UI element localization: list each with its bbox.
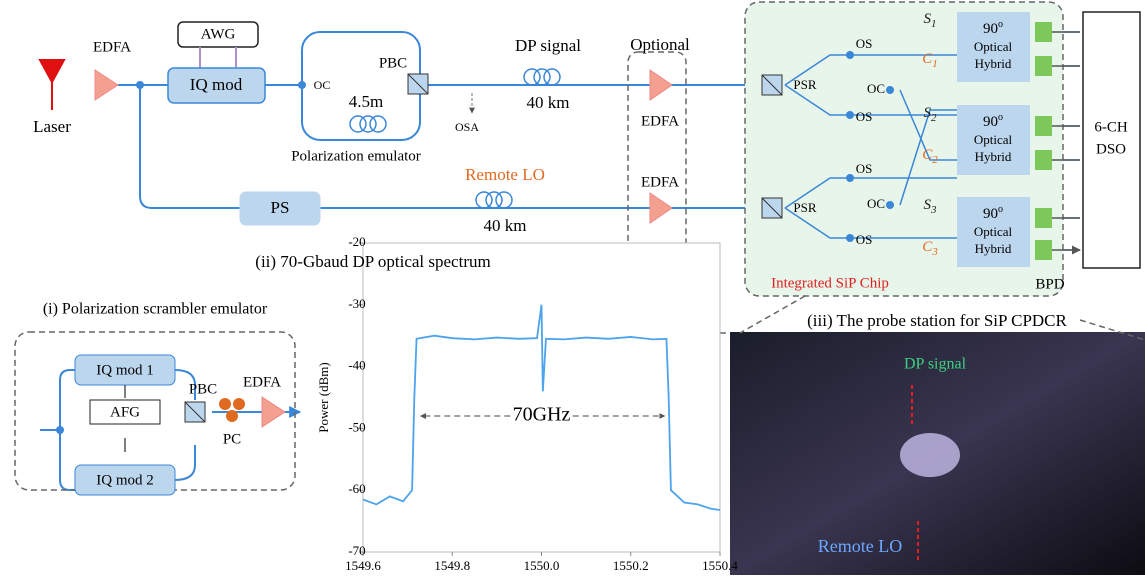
label: 40 km <box>484 216 527 235</box>
label: IQ mod 2 <box>96 472 154 488</box>
label: Optical <box>974 224 1013 239</box>
output-label: S3 <box>924 197 938 215</box>
y-tick-label: -70 <box>348 543 365 558</box>
x-tick-label: 1549.8 <box>434 558 470 573</box>
label: Polarization emulator <box>291 148 421 164</box>
label: EDFA <box>641 113 679 129</box>
output-label: C2 <box>922 147 938 165</box>
plot-area <box>362 242 721 553</box>
label: 40 km <box>527 93 570 112</box>
label: PS <box>271 198 290 217</box>
label: Remote LO <box>818 536 902 556</box>
output-name: C <box>922 239 933 255</box>
output-label: C3 <box>922 239 938 257</box>
label: 4.5m <box>349 92 383 111</box>
hybrid-angle-unit: o <box>998 112 1003 123</box>
label: EDFA <box>243 374 281 390</box>
label: Optical <box>974 132 1013 147</box>
output-index: 3 <box>931 246 938 258</box>
label: (iii) The probe station for SiP CPDCR <box>807 311 1067 330</box>
x-tick-label: 1550.4 <box>702 558 738 573</box>
output-label: S1 <box>924 11 937 29</box>
label: PBC <box>189 381 217 397</box>
label: Optional <box>630 35 690 54</box>
hybrid-angle: 90o <box>983 204 1003 222</box>
chart-title: (ii) 70-Gbaud DP optical spectrum <box>255 252 490 271</box>
output-index: 2 <box>932 154 938 166</box>
x-tick-label: 1549.6 <box>345 558 381 573</box>
output-index: 1 <box>931 18 937 30</box>
output-name: C <box>922 147 933 163</box>
y-tick-label: -20 <box>348 234 365 249</box>
spectrum-line <box>362 304 721 511</box>
label: 6-CH <box>1094 119 1128 135</box>
y-axis-label: Power (dBm) <box>316 362 331 432</box>
output-name: C <box>922 51 933 67</box>
label: EDFA <box>641 174 679 190</box>
label: OS <box>856 36 873 51</box>
hybrid-angle-value: 90 <box>983 21 998 37</box>
y-tick-label: -60 <box>348 481 365 496</box>
label: (i) Polarization scrambler emulator <box>43 301 268 318</box>
label: PSR <box>793 200 816 215</box>
hybrid-angle-unit: o <box>998 204 1003 215</box>
label: IQ mod <box>190 75 243 94</box>
output-index: 1 <box>932 58 938 70</box>
label: DSO <box>1096 141 1126 157</box>
label: OS <box>856 232 873 247</box>
y-tick-label: -40 <box>348 358 365 373</box>
label: PSR <box>793 77 816 92</box>
annotation: 70GHz <box>513 404 571 426</box>
components <box>14 1 1145 575</box>
hybrid-angle-unit: o <box>998 19 1003 30</box>
output-index: 3 <box>930 204 937 216</box>
label: OSA <box>455 120 479 134</box>
label: OC <box>314 78 331 92</box>
label: Remote LO <box>465 165 545 184</box>
label: Hybrid <box>975 56 1012 71</box>
label: Laser <box>33 117 71 136</box>
label: PBC <box>379 55 407 71</box>
label: OS <box>856 109 873 124</box>
output-name: S <box>924 11 932 27</box>
hybrid-angle-value: 90 <box>983 206 998 222</box>
label: DP signal <box>904 356 967 373</box>
y-tick-label: -30 <box>348 296 365 311</box>
label: PC <box>223 431 241 447</box>
spectrum-chart: -70 -60 -50 -40 -30 -20 1549.6 1549.8 1550.0 1550… <box>255 234 738 580</box>
label: AFG <box>110 404 140 420</box>
label: OS <box>856 161 873 176</box>
label: EDFA <box>93 39 131 55</box>
label: Hybrid <box>975 149 1012 164</box>
output-name: S <box>924 105 932 121</box>
label: IQ mod 1 <box>96 362 154 378</box>
label: AWG <box>201 26 236 42</box>
output-index: 2 <box>931 112 937 124</box>
label: BPD <box>1035 276 1064 292</box>
output-name: S <box>924 197 932 213</box>
label: DP signal <box>515 36 581 55</box>
hybrid-angle: 90o <box>983 19 1003 37</box>
hybrid-angle: 90o <box>983 112 1003 130</box>
hybrid-angle-value: 90 <box>983 114 998 130</box>
label: Integrated SiP Chip <box>771 275 889 291</box>
x-tick-label: 1550.2 <box>613 558 649 573</box>
y-tick-label: -50 <box>348 419 365 434</box>
x-tick-label: 1550.0 <box>524 558 560 573</box>
label: OC <box>867 81 885 96</box>
output-label: C1 <box>922 51 938 69</box>
output-label: S2 <box>924 105 938 123</box>
label: OC <box>867 196 885 211</box>
label: Optical <box>974 39 1013 54</box>
label: Hybrid <box>975 241 1012 256</box>
